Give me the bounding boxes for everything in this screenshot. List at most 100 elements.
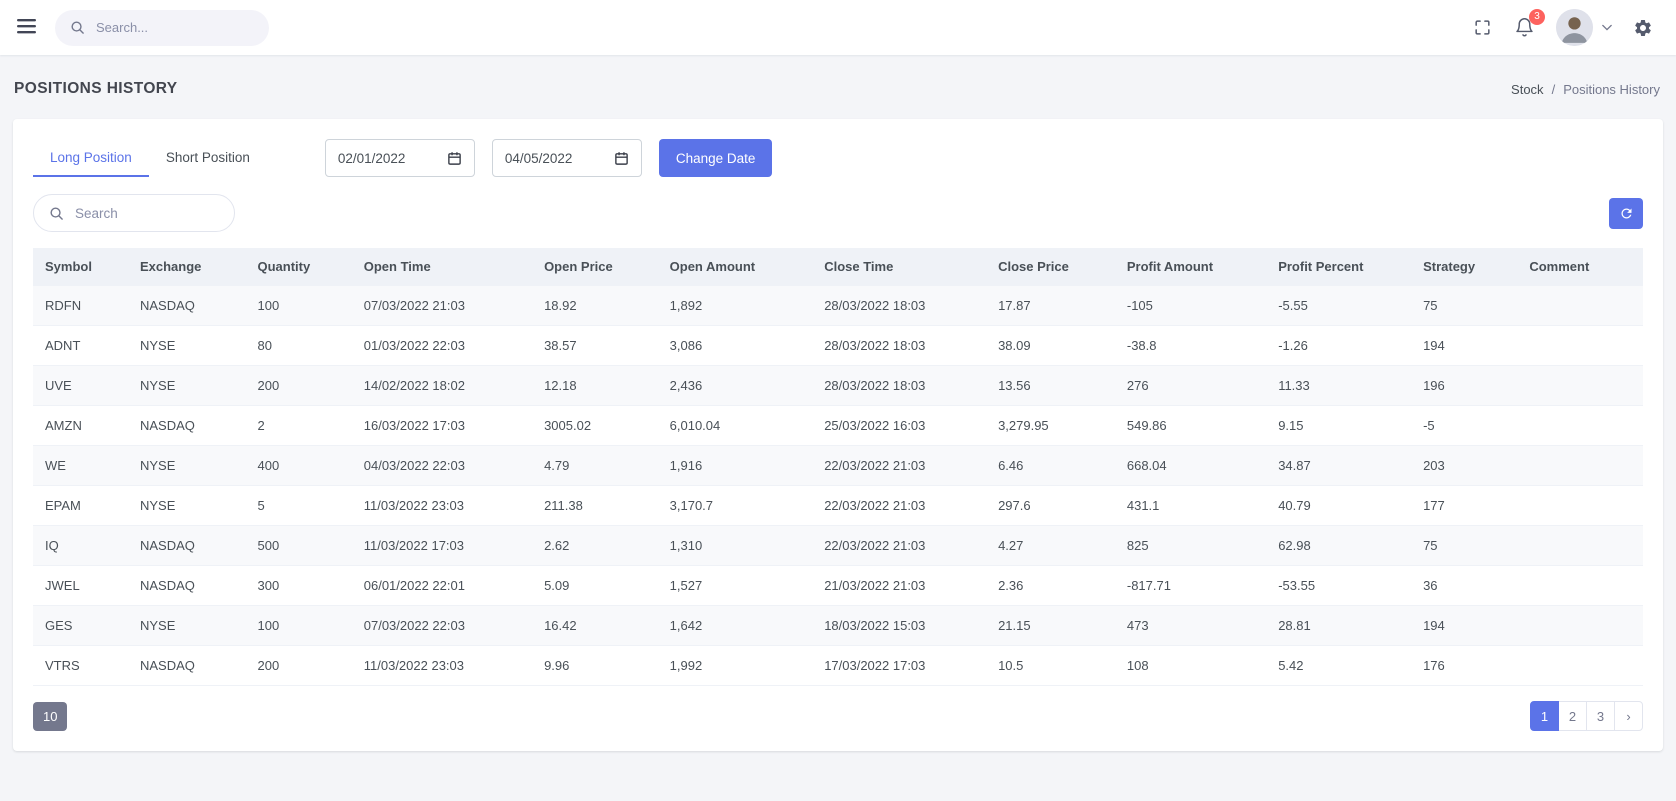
user-menu-button[interactable] [1550,9,1618,46]
table-cell: 38.57 [532,326,658,366]
table-cell: 11.33 [1266,366,1411,406]
table-cell: VTRS [33,646,128,686]
table-cell: -105 [1115,286,1266,326]
table-cell: 4.79 [532,446,658,486]
table-cell: 80 [246,326,352,366]
table-cell: WE [33,446,128,486]
table-cell: 18/03/2022 15:03 [812,606,986,646]
table-cell: 75 [1411,286,1517,326]
table-cell: NYSE [128,606,246,646]
table-cell: 07/03/2022 22:03 [352,606,532,646]
table-row: AMZNNASDAQ216/03/2022 17:033005.026,010.… [33,406,1643,446]
calendar-icon [447,151,462,166]
table-cell: 100 [246,606,352,646]
table-cell: AMZN [33,406,128,446]
global-search-input[interactable] [94,19,254,36]
table-cell: RDFN [33,286,128,326]
table-cell [1517,486,1643,526]
table-cell: 177 [1411,486,1517,526]
table-cell: -53.55 [1266,566,1411,606]
table-cell: 6.46 [986,446,1115,486]
notifications-button[interactable]: 3 [1507,10,1542,45]
table-cell: 200 [246,646,352,686]
table-cell: 549.86 [1115,406,1266,446]
hamburger-icon [17,19,36,37]
table-cell: 3,279.95 [986,406,1115,446]
table-cell: 11/03/2022 23:03 [352,486,532,526]
table-cell: 3,170.7 [658,486,813,526]
table-cell: EPAM [33,486,128,526]
column-header: Close Price [986,248,1115,286]
table-cell: 431.1 [1115,486,1266,526]
table-cell [1517,646,1643,686]
column-header: Profit Amount [1115,248,1266,286]
table-cell: NYSE [128,446,246,486]
search-icon [70,20,85,35]
table-cell [1517,406,1643,446]
settings-button[interactable] [1626,11,1660,45]
table-cell: 17.87 [986,286,1115,326]
table-cell: 825 [1115,526,1266,566]
table-cell: 176 [1411,646,1517,686]
table-cell: 5 [246,486,352,526]
table-cell: 75 [1411,526,1517,566]
table-cell: 16.42 [532,606,658,646]
table-cell: 04/03/2022 22:03 [352,446,532,486]
page-title: POSITIONS HISTORY [14,80,178,98]
table-cell: 22/03/2022 21:03 [812,446,986,486]
table-cell: 1,892 [658,286,813,326]
page-button-2[interactable]: 2 [1558,701,1587,731]
page-size-select[interactable]: 10 [33,702,67,731]
table-cell: 100 [246,286,352,326]
table-cell: 473 [1115,606,1266,646]
table-cell: 1,992 [658,646,813,686]
table-cell: 22/03/2022 21:03 [812,486,986,526]
table-cell: 28.81 [1266,606,1411,646]
refresh-button[interactable] [1609,198,1643,229]
table-cell: 28/03/2022 18:03 [812,366,986,406]
tab-short-position[interactable]: Short Position [149,140,267,177]
table-cell: 22/03/2022 21:03 [812,526,986,566]
table-cell: 196 [1411,366,1517,406]
table-cell: 6,010.04 [658,406,813,446]
table-row: GESNYSE10007/03/2022 22:0316.421,64218/0… [33,606,1643,646]
position-tabs: Long Position Short Position [33,140,267,177]
table-cell: 21.15 [986,606,1115,646]
date-from-input[interactable]: 02/01/2022 [325,139,475,177]
page-button-1[interactable]: 1 [1530,701,1559,731]
table-cell: 13.56 [986,366,1115,406]
table-cell: 62.98 [1266,526,1411,566]
table-cell: 17/03/2022 17:03 [812,646,986,686]
hamburger-menu-button[interactable] [10,12,43,44]
global-search [55,10,269,46]
next-page-button[interactable]: › [1614,701,1643,731]
table-row: VTRSNASDAQ20011/03/2022 23:039.961,99217… [33,646,1643,686]
date-to-value: 04/05/2022 [505,151,573,166]
table-header-row: SymbolExchangeQuantityOpen TimeOpen Pric… [33,248,1643,286]
date-to-input[interactable]: 04/05/2022 [492,139,642,177]
fullscreen-icon [1473,18,1492,37]
table-row: ADNTNYSE8001/03/2022 22:0338.573,08628/0… [33,326,1643,366]
table-cell: 25/03/2022 16:03 [812,406,986,446]
table-cell: 276 [1115,366,1266,406]
table-cell: 1,310 [658,526,813,566]
fullscreen-button[interactable] [1466,11,1499,44]
date-from-value: 02/01/2022 [338,151,406,166]
column-header: Symbol [33,248,128,286]
column-header: Open Price [532,248,658,286]
table-cell: -817.71 [1115,566,1266,606]
table-row: JWELNASDAQ30006/01/2022 22:015.091,52721… [33,566,1643,606]
page-button-3[interactable]: 3 [1586,701,1615,731]
table-cell: NASDAQ [128,526,246,566]
table-cell: 297.6 [986,486,1115,526]
change-date-button[interactable]: Change Date [659,139,773,177]
table-cell: 1,642 [658,606,813,646]
table-cell: GES [33,606,128,646]
table-cell: 203 [1411,446,1517,486]
tab-long-position[interactable]: Long Position [33,140,149,177]
table-body: RDFNNASDAQ10007/03/2022 21:0318.921,8922… [33,286,1643,686]
table-cell: 12.18 [532,366,658,406]
table-search-input[interactable] [73,205,219,222]
breadcrumb-stock-link[interactable]: Stock [1511,82,1544,97]
table-cell: 194 [1411,606,1517,646]
